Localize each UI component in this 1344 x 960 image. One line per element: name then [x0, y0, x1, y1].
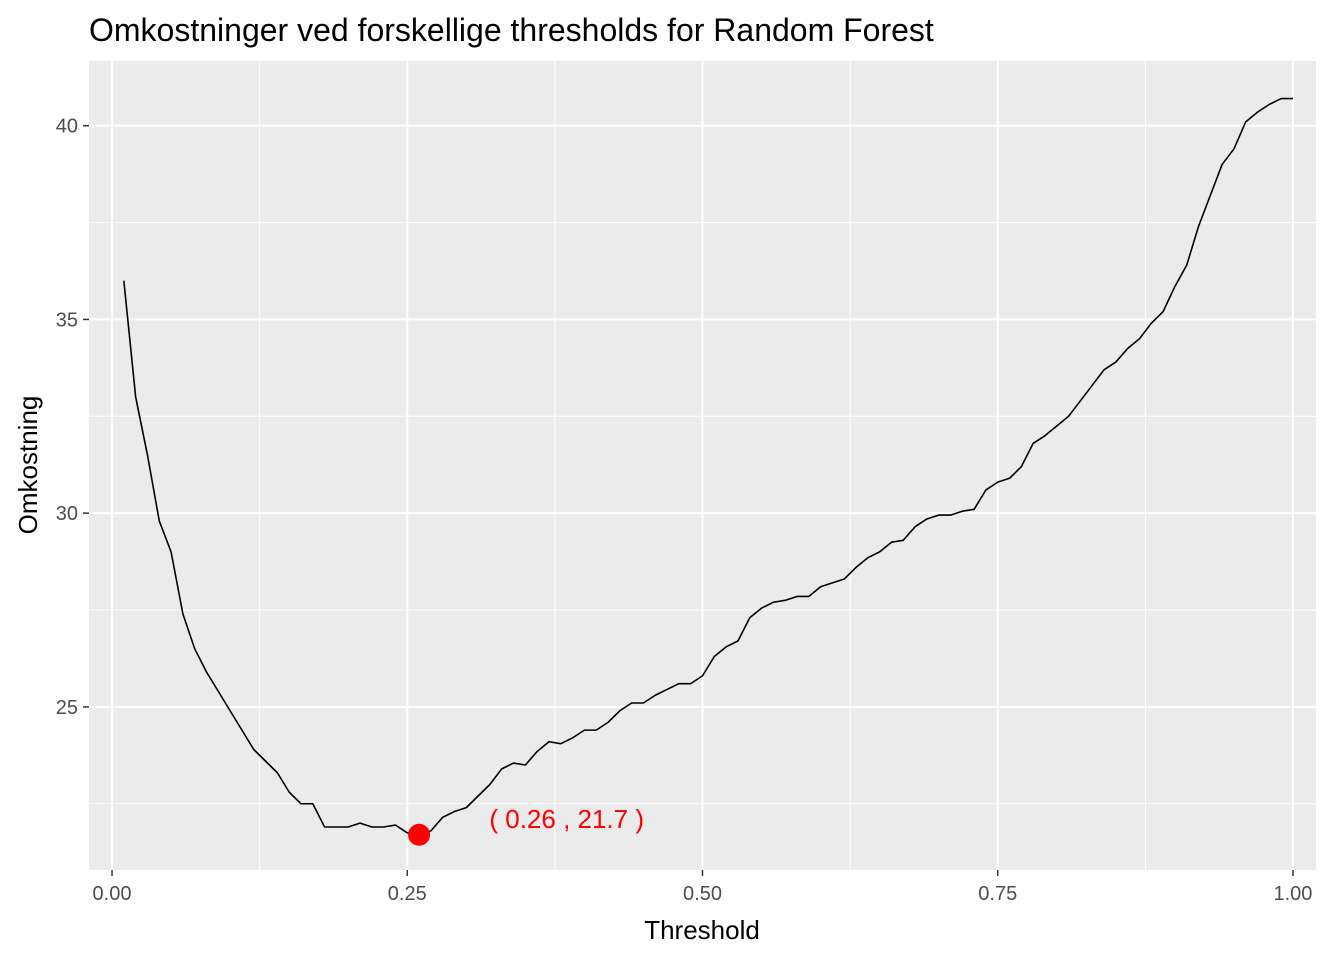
- y-tick-label: 30: [56, 503, 78, 525]
- y-tick-label: 35: [56, 309, 78, 331]
- x-tick-label: 0.50: [683, 883, 722, 905]
- x-tick-label: 0.25: [388, 883, 427, 905]
- minimum-point: [408, 823, 431, 846]
- y-tick-label: 40: [56, 116, 78, 138]
- y-tick-label: 25: [56, 697, 78, 719]
- chart-title: Omkostninger ved forskellige thresholds …: [89, 12, 934, 48]
- x-axis: 0.00 0.25 0.50 0.75 1.00: [93, 870, 1313, 905]
- x-tick-label: 1.00: [1274, 883, 1313, 905]
- y-axis-title: Omkostning: [13, 396, 43, 535]
- minimum-annotation: ( 0.26 , 21.7 ): [489, 804, 644, 834]
- x-axis-title: Threshold: [644, 915, 760, 945]
- x-tick-label: 0.00: [93, 883, 132, 905]
- cost-line: [123, 97, 1293, 836]
- y-axis: 25 30 35 40: [56, 116, 89, 719]
- major-gridlines: [89, 61, 1316, 870]
- x-tick-label: 0.75: [978, 883, 1017, 905]
